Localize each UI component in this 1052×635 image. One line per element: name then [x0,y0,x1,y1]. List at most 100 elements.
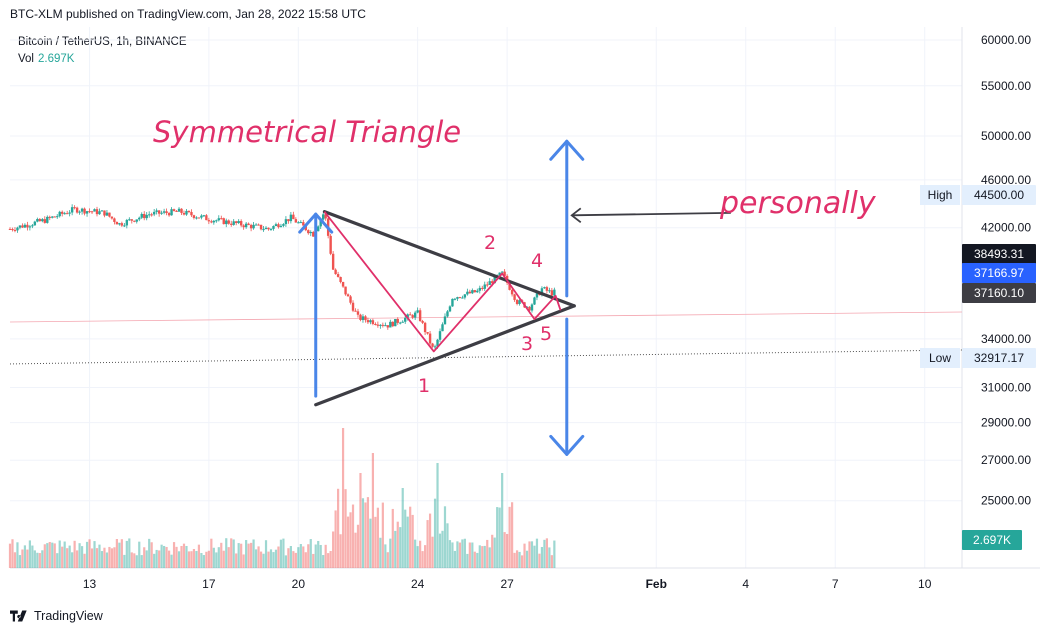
volume-bar [510,502,514,568]
candle-body [336,274,340,277]
candle [234,220,238,226]
volume-bar [197,544,201,568]
candle [386,325,390,330]
price-tag-bg [962,185,1036,205]
candle-body [309,231,312,234]
volume-bar [215,552,218,568]
volume-legend[interactable]: Vol 2.697K [18,51,187,68]
candle-body [254,224,258,226]
candle-body [413,312,417,318]
candle-body [48,216,51,218]
volume-bar [508,506,511,568]
volume-bar [327,553,330,568]
candle [369,319,372,325]
candle [242,224,245,230]
candle-body [170,209,173,216]
time-tick-label: 17 [202,577,216,591]
volume-bar [227,547,230,568]
candle-body [396,319,399,323]
volume-bar [483,545,486,568]
candle-body [197,217,201,219]
candle [428,330,432,347]
symbol-label[interactable]: Bitcoin / TetherUS, 1h, BINANCE [18,36,187,48]
candle-body [346,294,350,297]
candle-body [247,223,250,225]
volume-bar [272,552,275,568]
volume-bar [406,516,409,568]
candle-body [195,217,198,219]
candle-body [210,221,213,223]
volume-bar [108,546,111,568]
volume-bar [26,549,29,568]
candle-body [33,221,37,226]
volume-bar [172,542,176,568]
volume-bar [374,516,377,568]
price-axis[interactable]: 60000.00 55000.00 50000.00 46000.00 42000.00… [920,33,1036,550]
candle-body [491,281,494,284]
volume-bar [463,538,466,568]
volume-bar [225,538,228,568]
candle [312,230,315,237]
candle-body [217,218,220,221]
candle-body [264,227,268,230]
candle [359,313,362,322]
candle-body [287,219,290,222]
volume-bar [48,541,51,568]
volume-bar [466,553,469,568]
candle [225,218,228,228]
candle-body [339,276,342,282]
candle [366,317,370,325]
volume-bars [8,428,556,568]
candle-body [143,213,146,219]
wave-label-2: 2 [484,232,496,254]
price-tag: 37160.10 [962,283,1036,303]
volume-bar [158,550,161,568]
candle-body [411,315,414,318]
candle-body [65,213,69,215]
candle-body [88,211,91,213]
volume-bar [93,541,96,568]
candle [458,296,462,299]
volume-bar [289,546,292,568]
candle-body [237,221,240,224]
candle-body [98,211,101,215]
candle-body [36,219,39,222]
candle [23,223,27,229]
candle-body [493,275,496,284]
time-axis[interactable]: 13 17 20 24 27 Feb 4 7 10 [83,577,932,591]
candle-body [105,212,109,216]
volume-bar [513,552,516,568]
candle [438,328,442,343]
candle [277,222,280,229]
candle [461,295,464,299]
volume-bar [334,510,337,568]
volume-bar [376,507,379,568]
candle-body [21,225,24,228]
volume-bar [68,545,71,568]
candle [264,226,268,230]
time-tick-label: 4 [742,577,749,591]
candle-body [227,220,230,224]
volume-bar [73,540,76,568]
candle [88,208,91,214]
candle-body [125,219,129,226]
price-tag-label-bg [920,185,960,205]
candle [441,322,444,332]
volume-bar [153,553,156,568]
brand-name: TradingView [34,609,103,623]
volume-bar [433,498,437,568]
chart-grid [9,27,1040,569]
candle [371,318,375,326]
candle-body [381,324,385,326]
candle [90,210,94,215]
candle-body [190,212,193,216]
candle-body [294,219,298,223]
candle [200,214,203,220]
candle [227,219,230,225]
candle [95,206,99,217]
candle [346,293,350,297]
candle-body [329,235,332,254]
candle-body [225,220,228,225]
candle-body [90,211,94,213]
